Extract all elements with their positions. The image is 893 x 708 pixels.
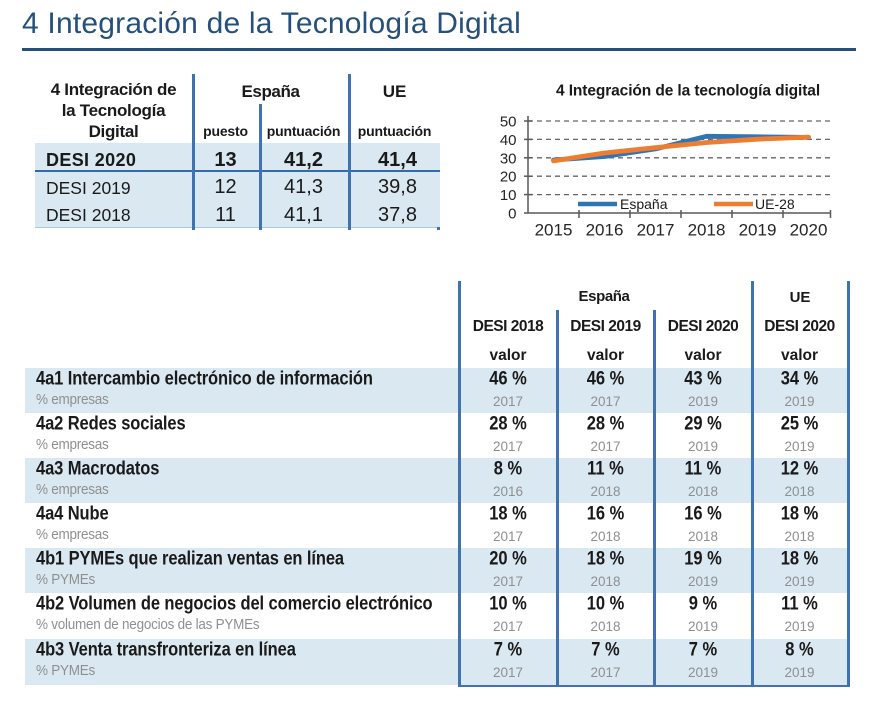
svg-text:0: 0	[508, 206, 516, 223]
svg-text:2016: 2016	[586, 221, 624, 240]
svg-text:2020: 2020	[790, 221, 828, 240]
svg-text:4 Integración de la tecnología: 4 Integración de la tecnología digital	[556, 83, 820, 100]
svg-text:20: 20	[500, 169, 517, 186]
svg-text:40: 40	[500, 132, 517, 149]
svg-text:10: 10	[500, 187, 517, 204]
svg-text:30: 30	[500, 150, 517, 167]
svg-text:España: España	[620, 196, 668, 212]
svg-text:UE-28: UE-28	[755, 196, 795, 212]
svg-text:50: 50	[500, 114, 517, 131]
svg-text:2015: 2015	[535, 221, 573, 240]
svg-text:2017: 2017	[637, 221, 675, 240]
svg-text:2019: 2019	[739, 221, 777, 240]
svg-text:2018: 2018	[688, 221, 726, 240]
